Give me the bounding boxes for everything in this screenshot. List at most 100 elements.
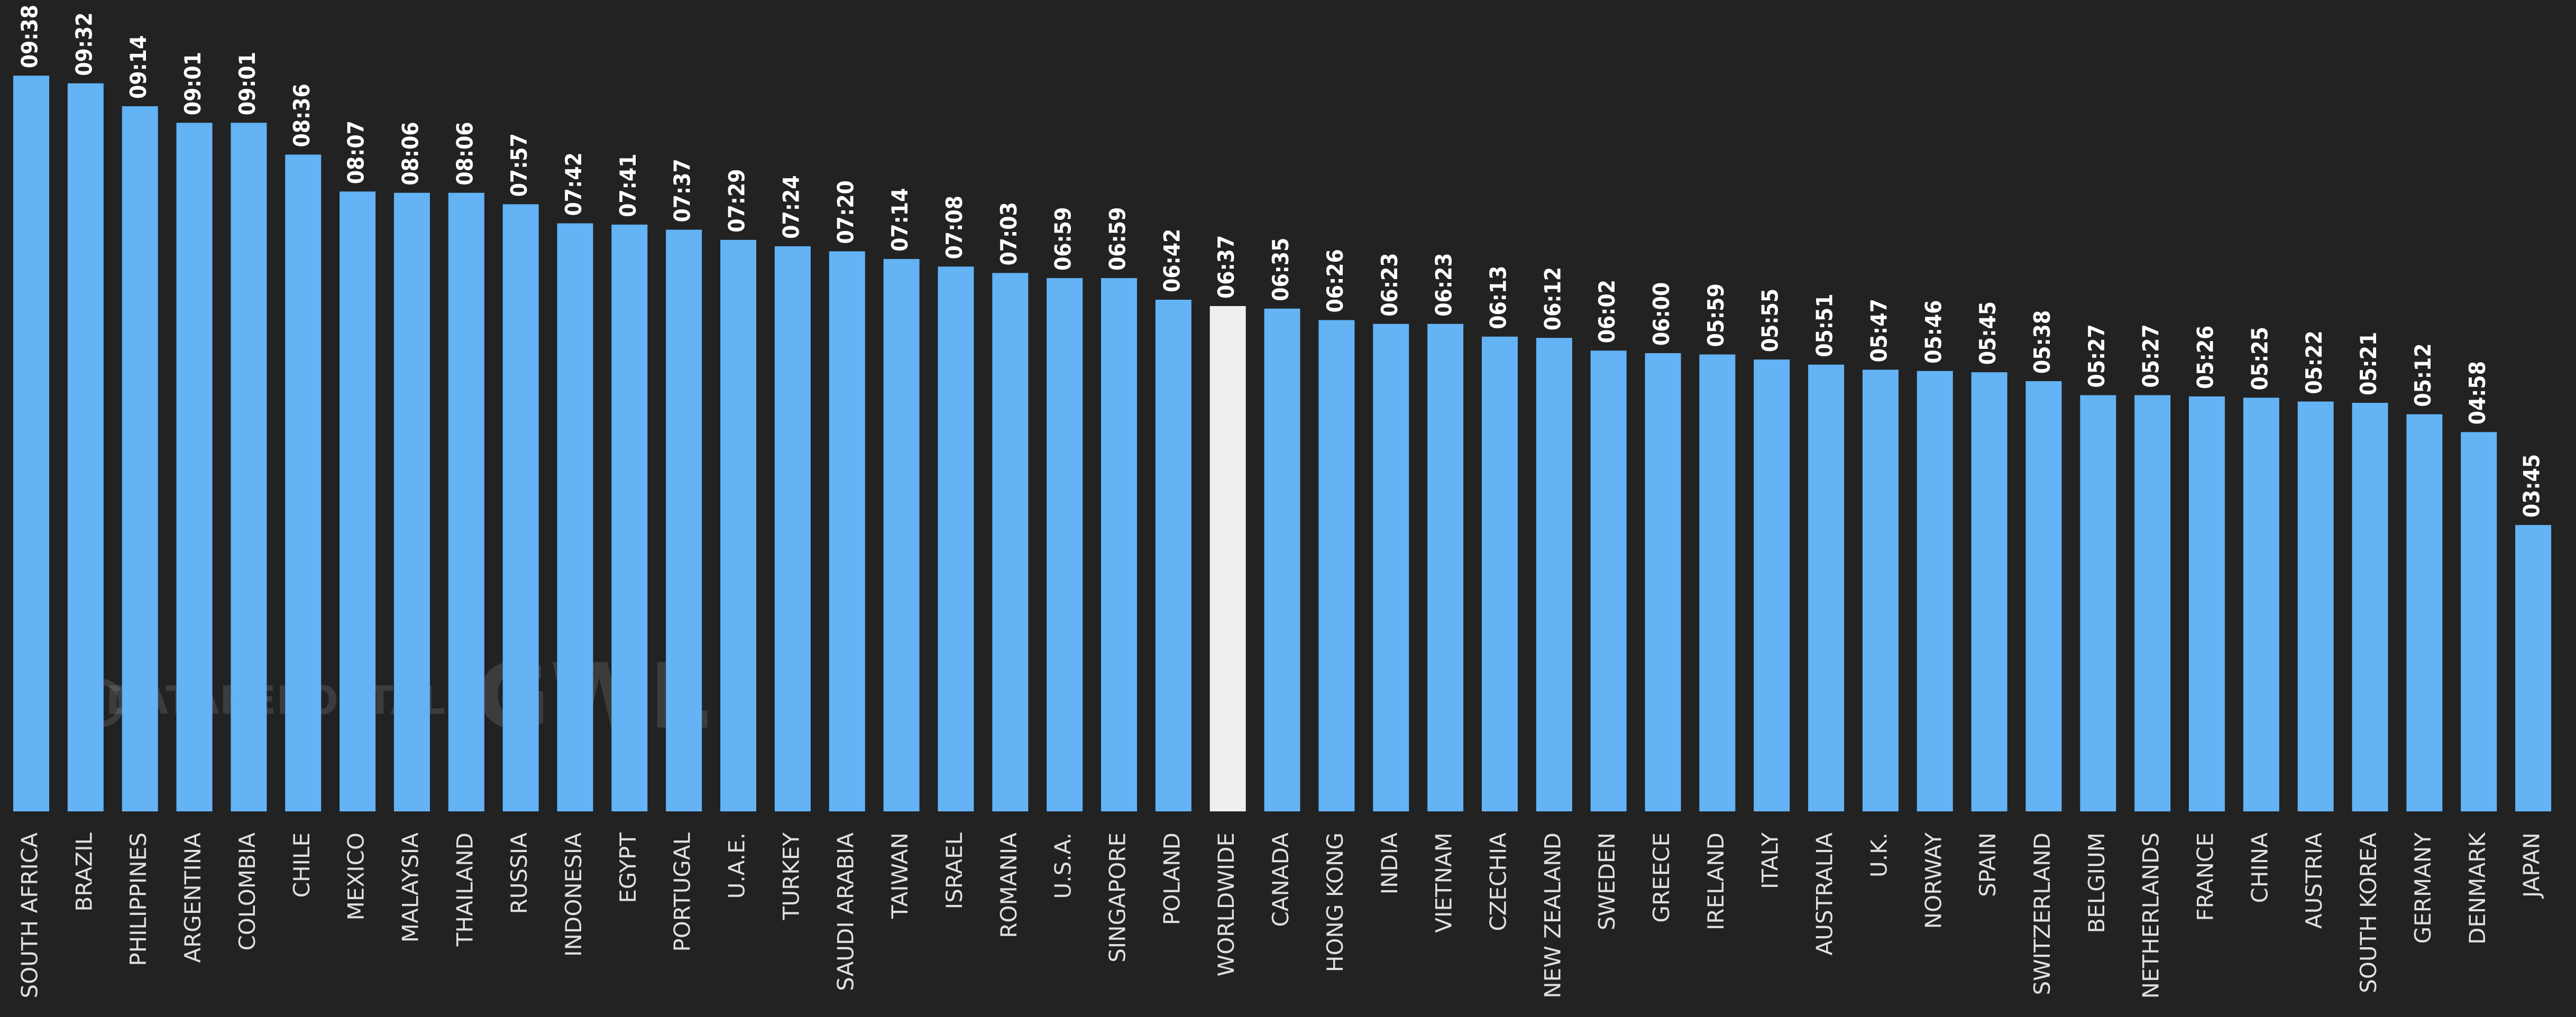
value-label: 06:42 <box>1159 229 1185 292</box>
x-tick-label: SOUTH KOREA <box>2355 833 2381 993</box>
bar <box>448 192 484 811</box>
x-tick-label: EGYPT <box>615 833 641 903</box>
bar <box>502 204 539 811</box>
value-label: 05:55 <box>1757 289 1783 352</box>
bar <box>1754 359 1790 811</box>
x-tick-label: AUSTRIA <box>2301 833 2327 929</box>
bar <box>1971 372 2007 811</box>
x-tick-label: INDIA <box>1377 833 1402 895</box>
x-tick-label: SWITZERLAND <box>2029 833 2055 995</box>
value-label: 07:20 <box>832 180 858 244</box>
x-tick-label: ISRAEL <box>941 832 967 909</box>
x-tick-label: ROMANIA <box>996 833 1022 938</box>
bar <box>774 246 811 811</box>
bar <box>2515 525 2552 811</box>
bar <box>13 76 49 811</box>
x-tick-label: RUSSIA <box>506 833 532 914</box>
value-label: 05:12 <box>2410 343 2436 406</box>
x-tick-label: SINGAPORE <box>1105 833 1131 963</box>
bar <box>67 83 104 811</box>
bar <box>1318 320 1355 811</box>
value-label: 09:38 <box>17 5 43 68</box>
x-tick-label: JAPAN <box>2519 833 2545 899</box>
bar <box>1481 336 1518 811</box>
value-label: 07:57 <box>506 133 532 197</box>
bar <box>2025 381 2062 811</box>
value-label: 07:24 <box>778 175 804 239</box>
value-label: 09:01 <box>180 52 206 115</box>
value-label: 05:27 <box>2138 324 2164 387</box>
bar <box>2461 432 2497 811</box>
x-tick-label: VIETNAM <box>1431 833 1457 933</box>
value-label: 05:45 <box>1975 301 2001 365</box>
bar <box>829 251 865 812</box>
bar <box>1808 364 1845 811</box>
x-tick-label: MEXICO <box>343 833 369 920</box>
bar <box>1427 323 1464 811</box>
x-tick-label: PHILIPPINES <box>125 833 151 966</box>
x-tick-label: NEW ZEALAND <box>1539 833 1565 998</box>
x-tick-label: THAILAND <box>452 833 478 947</box>
x-tick-label: NETHERLANDS <box>2138 833 2164 998</box>
value-label: 05:27 <box>2084 324 2110 387</box>
value-label: 09:14 <box>125 35 151 99</box>
value-label: 03:45 <box>2519 454 2545 517</box>
bar <box>1699 354 1736 811</box>
x-tick-label: ITALY <box>1757 833 1783 889</box>
bar <box>1155 299 1191 811</box>
bar <box>231 123 267 812</box>
bar <box>2080 395 2116 811</box>
x-tick-label: CZECHIA <box>1485 833 1511 931</box>
value-label: 06:13 <box>1485 266 1511 329</box>
bar <box>557 223 593 811</box>
bar <box>2134 395 2171 811</box>
value-label: 06:02 <box>1594 280 1620 343</box>
bar <box>2406 414 2443 811</box>
bar <box>1917 371 1953 811</box>
value-label: 05:38 <box>2029 310 2055 374</box>
bar <box>611 224 648 811</box>
bar <box>938 266 974 812</box>
bar <box>666 229 702 812</box>
value-label: 06:23 <box>1431 253 1457 316</box>
value-label: 07:03 <box>996 202 1022 265</box>
x-tick-label: CHINA <box>2247 833 2272 903</box>
value-label: 05:26 <box>2193 326 2219 389</box>
value-label: 09:32 <box>71 12 97 76</box>
value-label: 06:23 <box>1377 253 1402 316</box>
bar <box>1862 369 1899 811</box>
x-tick-label: U.A.E. <box>724 833 750 899</box>
value-label: 06:12 <box>1539 267 1565 330</box>
x-tick-label: CANADA <box>1268 833 1294 927</box>
x-tick-label: AUSTRALIA <box>1812 833 1838 956</box>
x-tick-label: HONG KONG <box>1322 833 1348 972</box>
x-tick-label: GERMANY <box>2410 833 2436 944</box>
value-label: 06:26 <box>1322 249 1348 312</box>
x-tick-label: U.S.A. <box>1050 833 1076 899</box>
x-tick-label: IRELAND <box>1703 833 1729 930</box>
value-label: 05:51 <box>1812 294 1838 357</box>
x-tick-label: TAIWAN <box>887 833 913 919</box>
x-tick-label: BRAZIL <box>71 832 97 911</box>
bar <box>1645 353 1681 811</box>
value-label: 08:36 <box>289 84 315 147</box>
bar <box>1373 323 1409 811</box>
bar <box>1047 278 1083 811</box>
x-tick-label: WORLDWIDE <box>1213 833 1239 976</box>
watermark: DATAREPORTAL <box>106 678 445 724</box>
bar <box>883 258 920 812</box>
x-tick-label: FRANCE <box>2193 833 2219 921</box>
value-label: 07:14 <box>887 188 913 252</box>
value-label: 04:58 <box>2464 361 2490 424</box>
value-label: 07:29 <box>724 169 750 233</box>
bar <box>1209 306 1246 811</box>
value-label: 07:08 <box>941 196 967 259</box>
x-tick-label: GREECE <box>1648 833 1674 923</box>
bar <box>1536 338 1572 811</box>
value-label: 06:00 <box>1648 282 1674 346</box>
x-tick-label: BELGIUM <box>2084 833 2110 933</box>
value-label: 05:59 <box>1703 283 1729 347</box>
value-label: 06:35 <box>1268 238 1294 301</box>
value-label: 08:06 <box>397 122 423 185</box>
